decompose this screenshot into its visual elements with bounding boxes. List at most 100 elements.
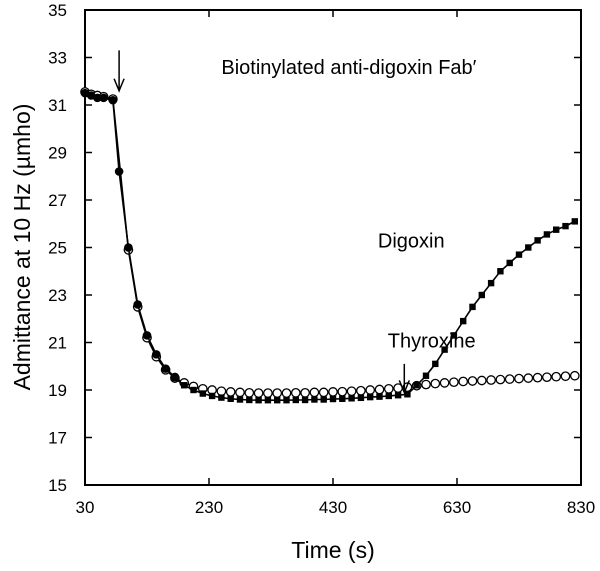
x-tick-label: 630 <box>443 498 471 517</box>
data-point-open-circle <box>225 387 236 397</box>
annotation-label: Digoxin <box>378 231 445 253</box>
x-tick-label: 230 <box>195 498 223 517</box>
data-point-filled-circle <box>114 167 124 176</box>
axis-ticks: 15 17 19 21 23 25 27 29 31 33 35 30 230 430 630 830 <box>48 1 595 517</box>
data-point-open-circle <box>449 377 459 388</box>
data-point-open-circle <box>467 376 478 386</box>
data-point-square <box>422 372 430 379</box>
data-point-open-circle <box>560 371 571 382</box>
data-point-open-circle <box>235 387 245 398</box>
arrow-layer <box>113 50 410 395</box>
data-point-square <box>376 393 383 400</box>
data-point-open-circle <box>318 387 329 398</box>
data-point-square <box>413 382 420 389</box>
series-line <box>84 91 575 394</box>
data-point-square <box>208 392 216 400</box>
data-point-square <box>571 218 578 225</box>
data-point-filled-circle <box>124 243 133 252</box>
data-point-filled-circle <box>142 331 152 340</box>
data-point-square <box>553 226 560 233</box>
data-point-square <box>506 259 513 267</box>
data-point-square <box>274 397 281 404</box>
data-point-open-circle <box>309 387 320 398</box>
data-point-square <box>460 317 467 325</box>
data-point-square <box>469 303 476 311</box>
series-line <box>174 220 576 402</box>
data-point-open-circle <box>523 373 534 383</box>
data-point-open-circle <box>551 371 562 382</box>
data-point-open-circle <box>216 386 227 397</box>
data-point-square <box>348 395 355 402</box>
data-point-open-circle <box>365 385 376 395</box>
data-point-open-circle <box>495 374 506 385</box>
data-point-open-circle <box>486 375 496 385</box>
data-point-square <box>283 397 290 404</box>
data-point-square <box>292 396 299 404</box>
y-tick-label: 19 <box>48 381 67 400</box>
data-point-open-circle <box>532 372 543 383</box>
data-point-square <box>339 395 346 402</box>
data-point-square <box>441 346 448 353</box>
y-tick-label: 27 <box>48 191 67 210</box>
data-point-filled-circle <box>133 300 142 309</box>
data-point-open-circle <box>290 387 301 398</box>
y-tick-label: 17 <box>48 429 67 448</box>
series-layer <box>80 87 580 404</box>
annotation-label: Biotinylated anti-digoxin Fab′ <box>221 57 476 79</box>
arrow-head <box>113 78 125 93</box>
data-point-filled-circle <box>152 350 161 359</box>
data-point-square <box>246 396 253 404</box>
data-point-square <box>562 222 569 230</box>
data-point-square <box>478 291 485 299</box>
data-point-filled-circle <box>108 95 118 105</box>
data-point-open-circle <box>281 388 292 398</box>
data-point-open-circle <box>328 387 338 397</box>
data-point-square <box>432 360 439 368</box>
data-point-square <box>320 396 327 403</box>
data-point-open-circle <box>514 373 524 384</box>
data-point-square <box>301 396 309 404</box>
data-point-square <box>515 251 523 258</box>
data-point-square <box>404 391 411 398</box>
data-point-square <box>255 397 262 404</box>
data-point-open-circle <box>458 376 469 387</box>
data-point-open-circle <box>244 387 255 398</box>
data-point-open-circle <box>374 384 385 395</box>
y-tick-label: 21 <box>48 334 67 353</box>
data-point-open-circle <box>476 375 487 386</box>
data-point-open-circle <box>504 374 515 384</box>
arrow-head <box>398 380 410 395</box>
data-point-filled-circle <box>99 93 108 103</box>
data-point-square <box>543 231 551 238</box>
data-point-filled-circle <box>93 93 102 103</box>
data-point-open-circle <box>272 388 283 398</box>
data-point-open-circle <box>300 387 310 398</box>
y-tick-label: 33 <box>48 49 67 68</box>
data-point-open-circle <box>430 378 441 389</box>
data-point-open-circle <box>569 370 580 381</box>
y-tick-label: 25 <box>48 239 67 258</box>
data-point-square <box>525 244 532 251</box>
data-point-open-circle <box>421 379 431 390</box>
x-tick-label: 830 <box>567 498 595 517</box>
y-tick-label: 31 <box>48 96 67 115</box>
data-point-open-circle <box>356 385 366 396</box>
data-point-square <box>264 397 272 404</box>
data-point-square <box>311 396 318 403</box>
data-point-square <box>199 390 206 397</box>
y-axis-title: Admittance at 10 Hz (µmho) <box>9 104 35 391</box>
data-point-square <box>329 395 337 403</box>
x-tick-label: 30 <box>76 498 95 517</box>
plot-frame <box>84 9 582 486</box>
y-tick-label: 35 <box>48 1 67 20</box>
x-tick-label: 430 <box>319 498 347 517</box>
data-point-open-circle <box>542 372 552 383</box>
data-point-open-circle <box>263 388 273 398</box>
data-point-square <box>497 268 504 275</box>
data-point-square <box>181 382 188 389</box>
data-point-square <box>487 279 495 287</box>
data-point-square <box>236 396 244 403</box>
data-point-filled-circle <box>161 364 170 373</box>
data-point-open-circle <box>253 388 264 398</box>
